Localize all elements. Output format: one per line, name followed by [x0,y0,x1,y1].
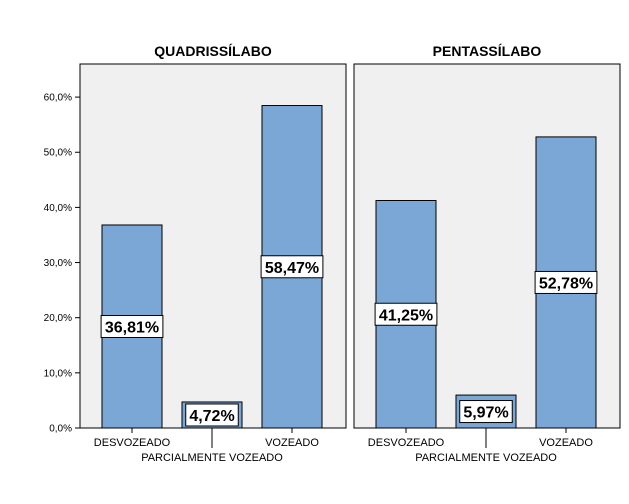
y-tick-label: 10,0% [44,368,72,379]
data-label: 41,25% [379,307,433,324]
panel-2: PENTASSÍLABO DESVOZEADO 41,25% PARCIALMENTE… [353,43,621,464]
category-label: DESVOZEADO [94,437,171,449]
panel-title: QUADRISSÍLABO [154,43,272,59]
y-tick-label: 50,0% [44,148,72,159]
y-tick-label: 0,0% [49,424,72,435]
category-label: PARCIALMENTE VOZEADO [415,452,557,464]
panel-1: QUADRISSÍLABO DESVOZEADO 36,81% PARCIALMENT… [79,43,347,464]
panel-title: PENTASSÍLABO [433,43,542,59]
data-label-box [185,403,239,427]
y-axis: 0,0% 10,0% 20,0% 30,0% 40,0% 50,0% 60,0% [44,93,80,435]
category-label: DESVOZEADO [368,437,445,449]
panels-layer: QUADRISSÍLABO DESVOZEADO 36,81% PARCIALMENT… [79,43,621,464]
data-label: 36,81% [105,319,159,336]
data-label-box [260,255,324,279]
data-label: 5,97% [463,405,508,422]
data-label-box [374,302,438,326]
category-label: VOZEADO [539,437,593,449]
data-label: 52,78% [539,275,593,292]
y-tick-label: 30,0% [44,258,72,269]
y-tick-label: 40,0% [44,203,72,214]
data-label-box [534,270,598,294]
y-tick-label: 20,0% [44,313,72,324]
data-label: 4,72% [189,408,234,425]
y-tick-label: 60,0% [44,93,72,104]
category-label: PARCIALMENTE VOZEADO [141,452,283,464]
data-label: 58,47% [265,260,319,277]
data-label-box [459,400,513,424]
category-label: VOZEADO [265,437,319,449]
data-label-box [100,314,164,338]
